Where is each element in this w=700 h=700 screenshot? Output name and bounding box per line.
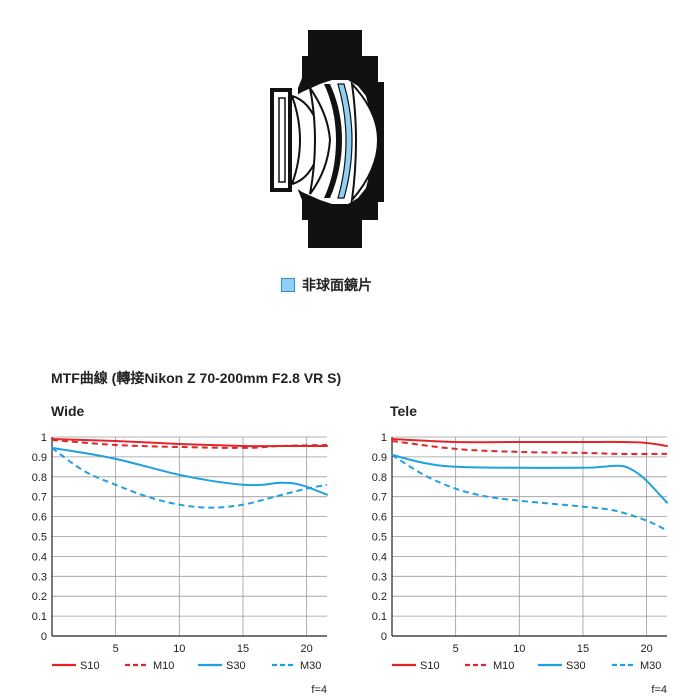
x-tick-label: 10 [513,643,525,655]
y-tick-label: 0.7 [372,492,387,504]
y-tick-label: 0.4 [32,551,47,563]
x-tick-label: 5 [113,643,119,655]
chart-title-wide: Wide [51,403,85,419]
x-tick-label: 15 [237,643,249,655]
y-tick-label: 0.4 [372,551,387,563]
y-tick-label: 0.1 [372,611,387,623]
black-lens-element [324,84,342,198]
y-tick-label: 0.6 [372,512,387,524]
series-line-m10 [51,439,328,449]
x-tick-label: 5 [453,643,459,655]
legend-label-m10: M10 [153,660,174,672]
y-tick-label: 0.3 [372,571,387,583]
y-tick-label: 0.3 [32,571,47,583]
y-tick-label: 0.6 [32,512,47,524]
legend-label-s10: S10 [420,660,440,672]
aspheric-legend: 非球面鏡片 [281,275,372,295]
y-tick-label: 0.5 [32,532,47,544]
series-line-s30 [391,453,668,504]
chart-title-tele: Tele [390,403,417,419]
middle-lens-element [309,87,332,195]
legend-label-s30: S30 [226,660,246,672]
y-tick-label: 0.1 [32,611,47,623]
legend-label-m30: M30 [640,660,661,672]
x-tick-label: 20 [641,643,653,655]
y-tick-label: 0.5 [372,532,387,544]
series-line-m30 [391,454,668,532]
y-tick-label: 0.8 [32,472,47,484]
legend-label-m30: M30 [300,660,321,672]
x-tick-label: 20 [301,643,313,655]
y-tick-label: 0.8 [372,472,387,484]
series-line-s10 [391,438,668,447]
mtf-heading: MTF曲線 (轉接Nikon Z 70-200mm F2.8 VR S) [51,370,342,386]
y-tick-label: 1 [381,432,387,444]
y-tick-label: 0 [41,631,47,643]
x-tick-label: 15 [577,643,589,655]
legend-label-m10: M10 [493,660,514,672]
y-tick-label: 0.7 [32,492,47,504]
series-line-m30 [51,447,328,509]
aspheric-lens-element [337,83,353,199]
y-tick-label: 0.9 [32,452,47,464]
grid [392,436,667,637]
aspheric-swatch [281,278,295,292]
rear-lens-element [350,80,380,204]
series-line-s30 [51,446,328,496]
y-tick-label: 0.2 [372,591,387,603]
legend-label-s10: S10 [80,660,100,672]
y-tick-label: 1 [41,432,47,444]
aperture-note: f=4 [651,684,667,696]
series-line-m10 [391,440,668,455]
y-tick-label: 0.9 [372,452,387,464]
grid [52,436,327,637]
front-lens-element [278,97,286,183]
x-tick-label: 10 [173,643,185,655]
aperture-note: f=4 [311,684,327,696]
y-tick-label: 0 [381,631,387,643]
lens-cross-section-diagram [270,30,384,248]
legend-label-s30: S30 [566,660,586,672]
y-tick-label: 0.2 [32,591,47,603]
aspheric-legend-label: 非球面鏡片 [302,277,372,293]
